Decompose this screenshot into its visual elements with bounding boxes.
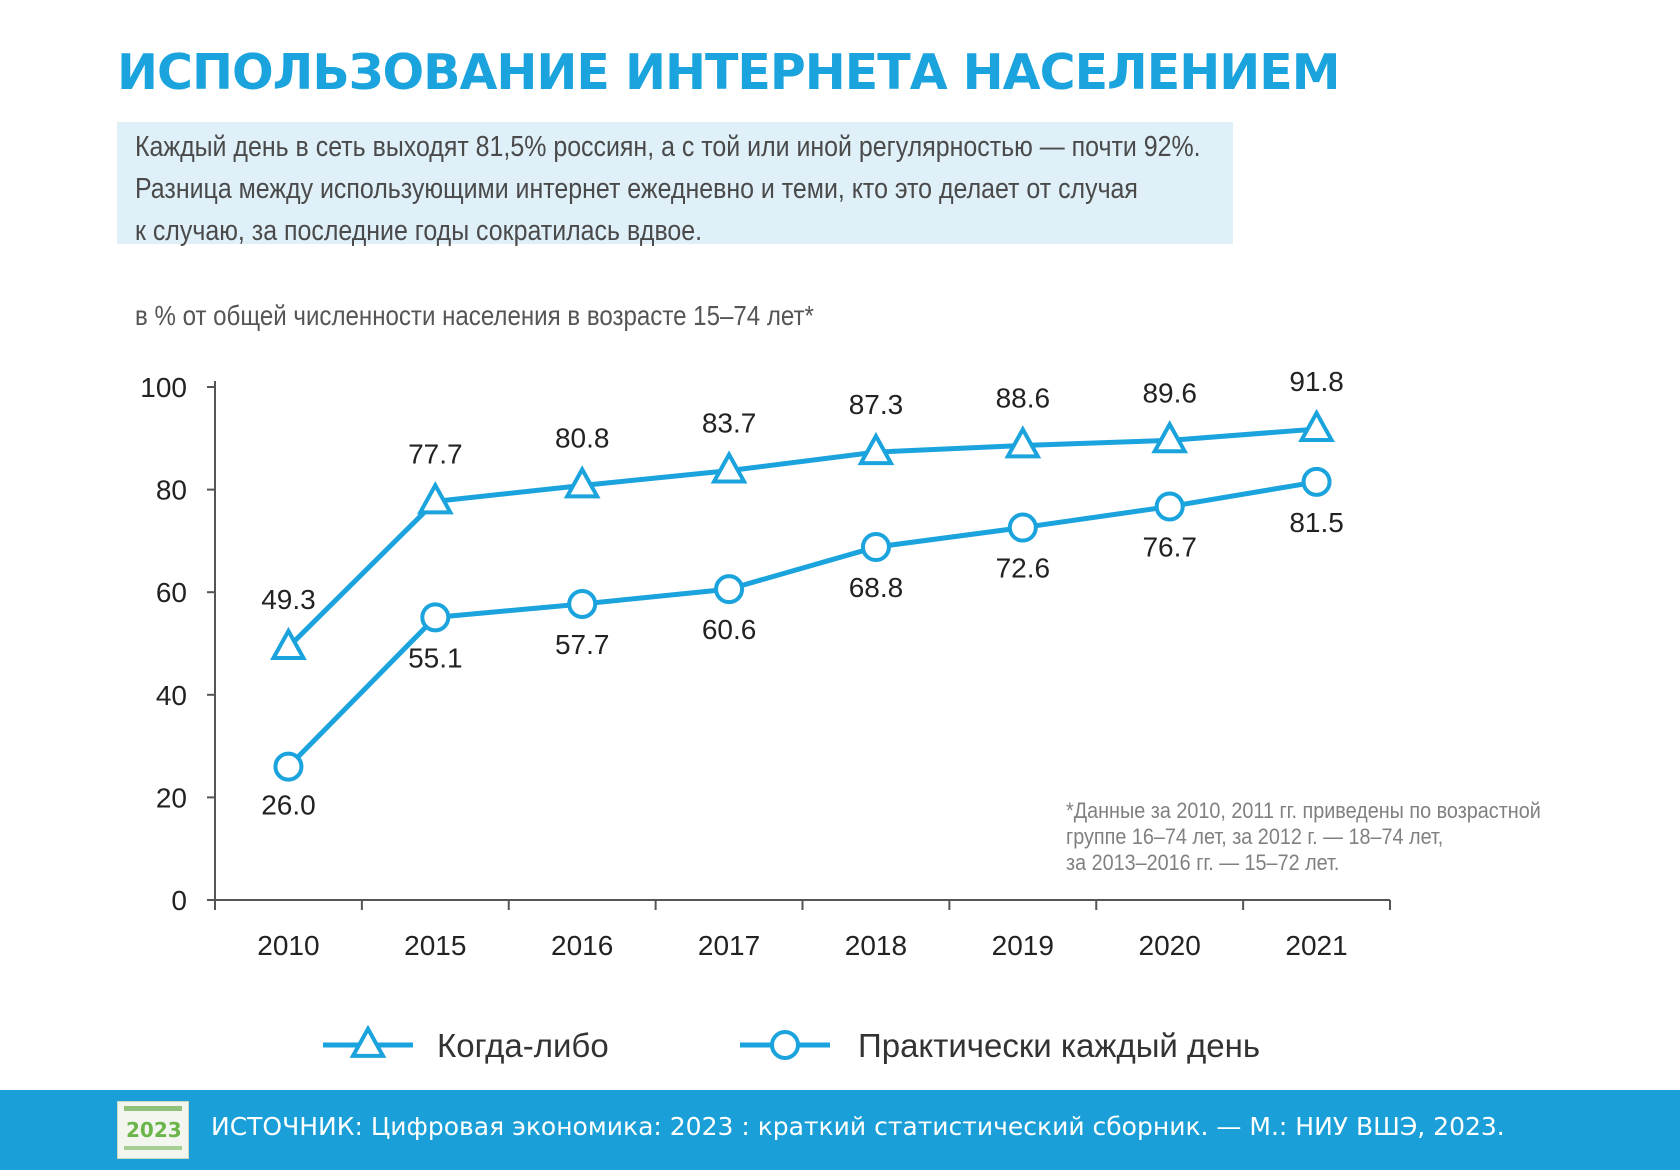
y-tick-label: 80 (156, 475, 187, 506)
x-tick-label: 2021 (1285, 930, 1347, 961)
thumbnail-year: 2023 (126, 1118, 182, 1142)
publication-thumbnail: 2023 (117, 1101, 189, 1159)
x-tick-label: 2018 (845, 930, 907, 961)
chart-footnote: *Данные за 2010, 2011 гг. приведены по в… (1066, 798, 1541, 876)
lead-line-1: Каждый день в сеть выходят 81,5% россиян… (135, 131, 1201, 163)
data-label-daily: 68.8 (849, 572, 904, 603)
y-tick-label: 40 (156, 680, 187, 711)
data-point-daily (273, 751, 304, 782)
data-point-ever (416, 481, 454, 515)
legend-daily-label: Практически каждый день (858, 1027, 1260, 1064)
source-text: ИСТОЧНИК: Цифровая экономика: 2023 : кра… (211, 1112, 1505, 1141)
footnote-line-2: группе 16–74 лет, за 2012 г. — 18–74 лет… (1066, 824, 1444, 849)
lead-line-2: Разница между использующими интернет еже… (135, 173, 1138, 205)
data-label-ever: 88.6 (996, 382, 1051, 413)
y-tick-label: 100 (140, 372, 187, 403)
data-label-ever: 49.3 (261, 584, 316, 615)
data-point-daily (860, 532, 891, 563)
data-label-daily: 26.0 (261, 790, 316, 821)
lead-line-3: к случаю, за последние годы сократилась … (135, 215, 703, 247)
data-label-daily: 57.7 (555, 629, 610, 660)
data-label-daily: 72.6 (996, 553, 1051, 584)
data-label-daily: 55.1 (408, 642, 463, 673)
data-label-daily: 81.5 (1289, 507, 1344, 538)
lead-box: Каждый день в сеть выходят 81,5% россиян… (117, 122, 1233, 247)
data-label-ever: 83.7 (702, 408, 757, 439)
data-point-ever (563, 465, 601, 499)
data-label-ever: 80.8 (555, 422, 610, 453)
line-chart: 0 20 40 60 80 100 2010 2015 2016 2017 2018 2019 2020… (140, 366, 1391, 1064)
data-label-ever: 87.3 (849, 389, 904, 420)
legend-ever-label: Когда-либо (437, 1027, 609, 1064)
page-title: ИСПОЛЬЗОВАНИЕ ИНТЕРНЕТА НАСЕЛЕНИЕМ (117, 44, 1340, 101)
data-point-ever (270, 626, 307, 661)
data-label-daily: 76.7 (1142, 532, 1197, 563)
data-label-ever: 91.8 (1289, 366, 1344, 397)
x-tick-label: 2015 (404, 930, 466, 961)
footnote-line-3: за 2013–2016 гг. — 15–72 лет. (1066, 850, 1340, 875)
data-label-daily: 60.6 (702, 614, 757, 645)
source-footer: 2023 ИСТОЧНИК: Цифровая экономика: 2023 … (0, 1090, 1680, 1170)
x-tick-label: 2019 (992, 930, 1054, 961)
data-point-daily (1007, 512, 1038, 543)
y-tick-label: 60 (156, 577, 187, 608)
data-point-ever (857, 431, 895, 466)
data-label-ever: 89.6 (1142, 377, 1197, 408)
series-line-daily (286, 479, 1317, 769)
data-point-ever (1298, 408, 1335, 442)
data-point-daily (567, 588, 598, 619)
data-point-ever (710, 450, 748, 484)
x-tick-label: 2020 (1139, 930, 1201, 961)
data-point-daily (1301, 466, 1332, 497)
data-point-daily (1154, 491, 1185, 522)
y-tick-label: 20 (156, 782, 187, 813)
x-tick-label: 2017 (698, 930, 760, 961)
x-tick-label: 2016 (551, 930, 613, 961)
data-point-ever (1151, 420, 1189, 454)
legend-daily-marker (770, 1030, 800, 1060)
data-label-ever: 77.7 (408, 438, 463, 469)
x-tick-label: 2010 (257, 930, 319, 961)
series-line-ever (286, 426, 1317, 649)
legend-ever-marker (349, 1024, 387, 1058)
footnote-line-1: *Данные за 2010, 2011 гг. приведены по в… (1066, 798, 1541, 823)
data-point-daily (714, 574, 745, 605)
data-point-daily (420, 602, 451, 633)
chart-subtitle: в % от общей численности населения в воз… (135, 300, 814, 331)
data-point-ever (1004, 425, 1042, 459)
y-tick-label: 0 (171, 885, 187, 916)
